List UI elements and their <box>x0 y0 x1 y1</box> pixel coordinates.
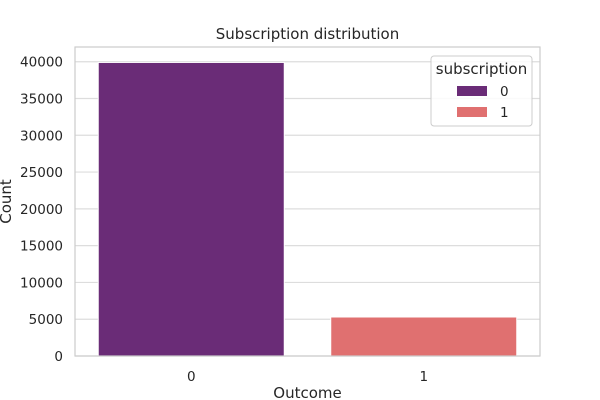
chart-title: Subscription distribution <box>216 25 399 43</box>
x-tick-label: 1 <box>419 369 428 385</box>
legend-swatch-1 <box>457 107 487 117</box>
bars <box>97 61 518 357</box>
legend-swatch-0 <box>457 86 487 96</box>
y-tick-label: 35000 <box>20 92 63 108</box>
y-tick-label: 30000 <box>20 128 63 144</box>
bar-series-0-0 <box>97 61 285 357</box>
y-tick-label: 0 <box>54 349 63 365</box>
x-axis-label: Outcome <box>273 384 341 400</box>
legend: subscription 0 1 <box>430 55 533 127</box>
y-tick-labels: 0 5000 10000 15000 20000 25000 30000 35000 40000 <box>20 55 63 365</box>
y-tick-label: 10000 <box>20 275 63 291</box>
y-tick-label: 40000 <box>20 55 63 71</box>
plot-frame <box>74 46 541 357</box>
legend-title: subscription <box>436 60 528 78</box>
y-tick-label: 20000 <box>20 202 63 218</box>
y-tick-label: 25000 <box>20 165 63 181</box>
y-tick-label: 15000 <box>20 239 63 255</box>
legend-entry-0: 0 <box>500 84 509 100</box>
bar-series-1-1 <box>330 316 518 357</box>
y-tick-label: 5000 <box>29 312 63 328</box>
legend-entry-1: 1 <box>500 105 509 121</box>
x-tick-label: 0 <box>187 369 196 385</box>
y-axis-label: Count <box>0 179 15 224</box>
